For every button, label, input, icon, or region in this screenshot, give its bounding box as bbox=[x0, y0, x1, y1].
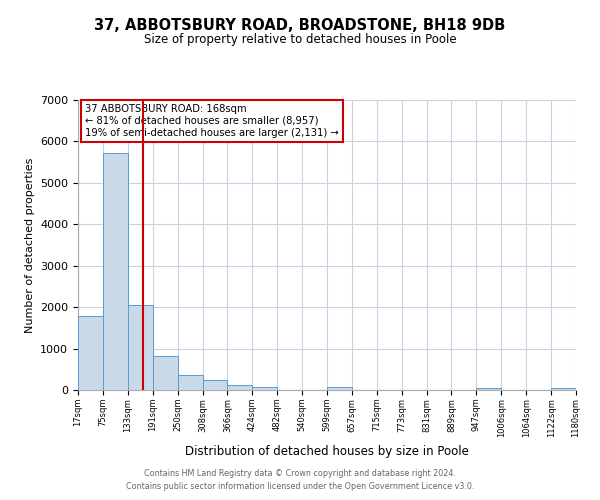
Bar bbox=[327, 386, 352, 390]
Text: 37, ABBOTSBURY ROAD, BROADSTONE, BH18 9DB: 37, ABBOTSBURY ROAD, BROADSTONE, BH18 9D… bbox=[94, 18, 506, 32]
Y-axis label: Number of detached properties: Number of detached properties bbox=[25, 158, 35, 332]
X-axis label: Distribution of detached houses by size in Poole: Distribution of detached houses by size … bbox=[185, 445, 469, 458]
Bar bbox=[252, 386, 277, 390]
Bar bbox=[152, 356, 178, 390]
Bar bbox=[551, 388, 576, 390]
Bar bbox=[203, 380, 227, 390]
Text: Contains public sector information licensed under the Open Government Licence v3: Contains public sector information licen… bbox=[126, 482, 474, 491]
Bar bbox=[103, 153, 128, 390]
Bar bbox=[78, 316, 103, 390]
Text: Size of property relative to detached houses in Poole: Size of property relative to detached ho… bbox=[143, 32, 457, 46]
Bar bbox=[476, 388, 502, 390]
Text: 37 ABBOTSBURY ROAD: 168sqm
← 81% of detached houses are smaller (8,957)
19% of s: 37 ABBOTSBURY ROAD: 168sqm ← 81% of deta… bbox=[85, 104, 339, 138]
Bar bbox=[178, 374, 203, 390]
Bar bbox=[128, 305, 152, 390]
Bar bbox=[227, 386, 252, 390]
Text: Contains HM Land Registry data © Crown copyright and database right 2024.: Contains HM Land Registry data © Crown c… bbox=[144, 468, 456, 477]
